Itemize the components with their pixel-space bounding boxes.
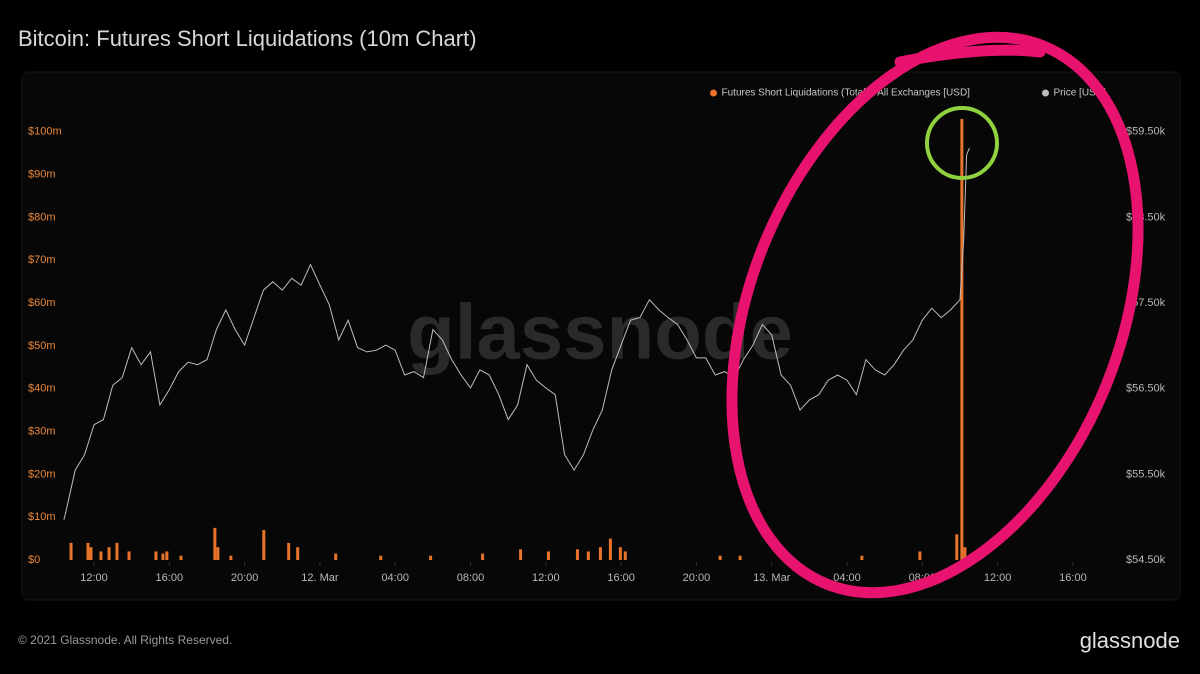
y2-tick-label: $59.50k [1126,126,1166,138]
liquidation-bar [165,551,169,560]
liquidation-bar [334,553,338,560]
price-line [63,147,970,520]
liquidation-bar [213,527,217,560]
highlight-stroke [894,44,1046,68]
y-tick-label: $70m [28,254,56,266]
x-tick-label: 20:00 [683,572,711,584]
y-tick-label: $0 [28,554,40,566]
y-tick-label: $50m [28,340,56,352]
highlight-ellipse [726,31,1144,599]
liquidation-bar [955,534,959,560]
highlight-circle [925,106,999,180]
liquidation-bar [546,551,550,560]
x-tick-label: 13. Mar [753,572,791,584]
chart-title: Bitcoin: Futures Short Liquidations (10m… [18,26,477,51]
y2-tick-label: $56.50k [1126,383,1166,395]
liquidation-bar [89,547,93,560]
y2-tick-label: $55.50k [1126,468,1166,480]
liquidation-bar [296,547,300,560]
liquidation-bar [107,547,111,560]
liquidation-bar [608,538,612,560]
liquidation-bar [86,542,90,560]
x-tick-label: 20:00 [231,572,259,584]
x-tick-label: 16:00 [156,572,184,584]
liquidation-bar [379,555,383,560]
x-tick-label: 12. Mar [301,572,339,584]
liquidation-bar [127,551,131,560]
liquidation-bar [963,547,967,560]
liquidation-bar [229,555,233,560]
legend-swatch [1042,89,1049,97]
liquidation-bar [69,542,73,560]
legend-swatch [710,89,717,97]
y-tick-label: $20m [28,468,56,480]
y-tick-label: $10m [28,511,56,523]
liquidation-bar [738,555,742,560]
liquidation-bar [718,555,722,560]
x-tick-label: 12:00 [80,572,108,584]
plot: $0 $10m $20m $30m $40m $50m $60m $70m $80m $90m $1… [28,118,1166,584]
liquidation-bar [618,547,622,560]
y-tick-label: $90m [28,169,56,181]
footer: © 2021 Glassnode. All Rights Reserved. [18,633,232,647]
liquidation-bar [179,555,183,560]
y-tick-label: $40m [28,383,56,395]
y-tick-label: $60m [28,297,56,309]
y-tick-label: $80m [28,211,56,223]
liquidation-bar [99,551,103,560]
liquidation-bar [860,555,864,560]
x-tick-label: 04:00 [833,572,861,584]
liquidation-bar [623,551,627,560]
liquidation-bar [216,547,220,560]
y-tick-label: $30m [28,425,56,437]
liquidation-bar [161,553,165,560]
liquidation-bar [960,118,964,561]
liquidation-bar [115,542,119,560]
x-tick-label: 12:00 [532,572,560,584]
y2-tick-label: $58.50k [1126,211,1166,223]
liquidation-bar [519,549,523,560]
y-tick-label: $100m [28,126,62,138]
liquidation-bar [287,542,291,560]
legend-label: Futures Short Liquidations (Total) - All… [722,88,971,99]
y2-tick-label: $54.50k [1126,554,1166,566]
x-tick-label: 16:00 [607,572,635,584]
x-tick-label: 08:00 [457,572,485,584]
liquidation-bar [481,553,485,560]
brand-logo: glassnode [1080,628,1180,653]
x-tick-label: 04:00 [381,572,409,584]
x-tick-label: 16:00 [1059,572,1087,584]
liquidation-bar [154,551,158,560]
liquidation-bar [262,530,266,560]
legend: Price [USD] Futures Short Liquidations (T… [710,88,1106,99]
liquidation-bar [575,549,579,560]
liquidation-bar [918,551,922,560]
liquidation-bar [598,547,602,560]
liquidation-bar [586,551,590,560]
legend-label: Price [USD] [1054,88,1106,99]
plot-panel [21,71,1181,601]
annotations [726,31,1144,599]
x-tick-label: 12:00 [984,572,1012,584]
liquidation-bar [429,555,433,560]
